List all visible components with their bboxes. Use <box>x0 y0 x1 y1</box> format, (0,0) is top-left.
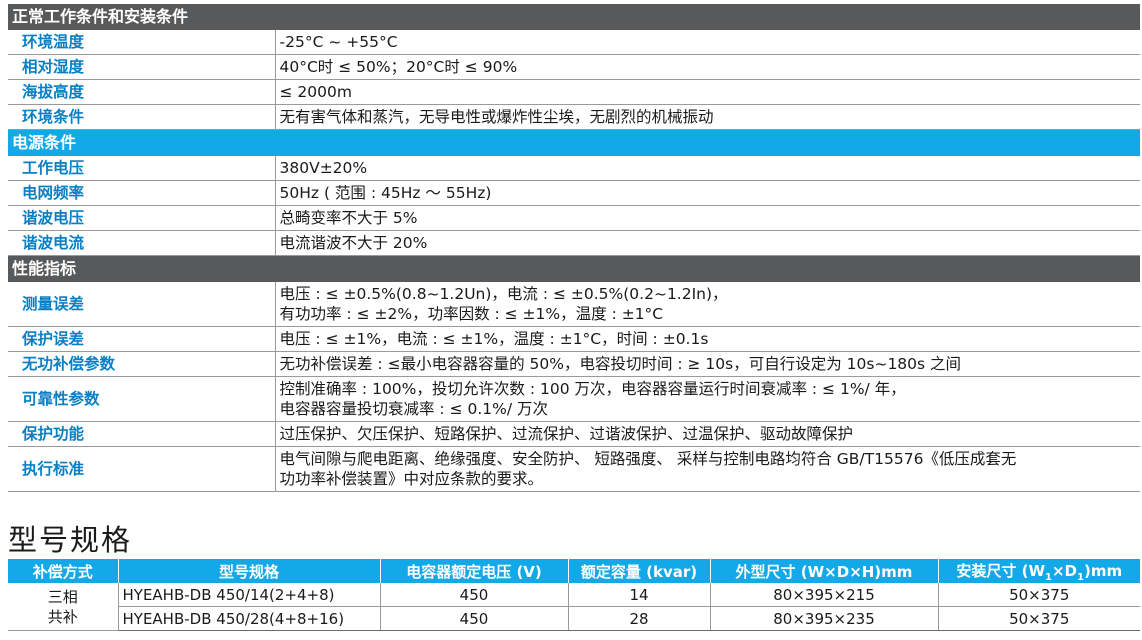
spec-value: -25°C ~ +55°C <box>275 30 1140 55</box>
spec-row: 相对湿度 40°C时 ≤ 50%；20°C时 ≤ 90% <box>8 54 1140 80</box>
section-title: 电源条件 <box>8 129 1140 156</box>
spec-row: 测量误差 电压 : ≤ ±0.5%(0.8~1.2Un)，电流 : ≤ ±0.5… <box>8 282 1140 327</box>
spec-value: 380V±20% <box>275 156 1140 181</box>
spec-value: 过压保护、欠压保护、短路保护、过流保护、过谐波保护、过温保护、驱动故障保护 <box>275 421 1140 447</box>
spec-value: 电气间隙与爬电距离、绝缘强度、安全防护、 短路强度、 采样与控制电路均符合 GB… <box>275 446 1140 492</box>
install-dimensions-cell: 50×375 <box>938 583 1140 607</box>
spec-value: 40°C时 ≤ 50%；20°C时 ≤ 90% <box>275 54 1140 80</box>
spec-label: 无功补偿参数 <box>8 351 276 377</box>
spec-value: ≤ 2000m <box>275 79 1140 105</box>
section-header-operating-conditions: 正常工作条件和安装条件 <box>8 4 1140 30</box>
spec-label: 执行标准 <box>8 446 276 492</box>
section-header-power-conditions: 电源条件 <box>8 129 1140 156</box>
spec-row: 环境条件 无有害气体和蒸汽，无导电性或爆炸性尘埃，无剧烈的机械振动 <box>8 104 1140 130</box>
spec-label: 谐波电压 <box>8 205 276 231</box>
header-rated-capacity: 额定容量 (kvar) <box>568 559 711 583</box>
spec-label: 保护功能 <box>8 421 276 447</box>
spec-label: 测量误差 <box>8 282 276 327</box>
model-cell: HYEAHB-DB 450/14(2+4+8) <box>118 583 381 607</box>
spec-value-line: 功功率补偿装置》中对应条款的要求。 <box>279 470 544 488</box>
voltage-cell: 450 <box>380 583 569 607</box>
outer-dimensions-cell: 80×395×235 <box>710 606 939 631</box>
header-model: 型号规格 <box>118 559 381 583</box>
spec-label: 电网频率 <box>8 180 276 206</box>
spec-value-line: 电容器容量投切衰减率 : ≤ 0.1%/ 万次 <box>279 400 549 418</box>
spec-row: 环境温度 -25°C ~ +55°C <box>8 30 1140 55</box>
model-spec-table: 补偿方式 型号规格 电容器额定电压 (V) 额定容量 (kvar) 外型尺寸 (… <box>8 559 1140 631</box>
outer-dimensions-cell: 80×395×215 <box>710 583 939 607</box>
spec-label: 谐波电流 <box>8 230 276 256</box>
table-row: 三相 共补 HYEAHB-DB 450/14(2+4+8) 450 14 80×… <box>8 583 1140 631</box>
spec-row: 无功补偿参数 无功补偿误差 : ≤最小电容器容量的 50%，电容投切时间 : ≥… <box>8 351 1140 377</box>
spec-label: 环境温度 <box>8 30 276 55</box>
spec-row: 电网频率 50Hz ( 范围 : 45Hz ～ 55Hz) <box>8 180 1140 206</box>
header-outer-dimensions: 外型尺寸 (W×D×H)mm <box>710 559 939 583</box>
spec-value-line: 电压 : ≤ ±0.5%(0.8~1.2Un)，电流 : ≤ ±0.5%(0.2… <box>279 285 728 303</box>
spec-value: 无功补偿误差 : ≤最小电容器容量的 50%，电容投切时间 : ≥ 10s，可自… <box>275 351 1140 377</box>
spec-value: 控制准确率 : 100%，投切允许次数 : 100 万次，电容器容量运行时间衰减… <box>275 376 1140 422</box>
model-spec-heading: 型号规格 <box>8 523 133 557</box>
spec-value: 总畸变率不大于 5% <box>275 205 1140 231</box>
compensation-mode-line: 三相 <box>47 587 78 606</box>
install-dimensions-cell: 50×375 <box>938 606 1140 631</box>
compensation-mode-line: 共补 <box>47 607 78 626</box>
spec-label: 保护误差 <box>8 326 276 352</box>
spec-row: 工作电压 380V±20% <box>8 156 1140 181</box>
section-header-performance: 性能指标 <box>8 255 1140 282</box>
spec-label: 相对湿度 <box>8 54 276 80</box>
header-install-part: ×D <box>1051 561 1078 580</box>
spec-value-line: 电气间隙与爬电距离、绝缘强度、安全防护、 短路强度、 采样与控制电路均符合 GB… <box>279 450 1017 468</box>
header-install-sub: 1 <box>1045 571 1052 583</box>
table-row: HYEAHB-DB 450/28(4+8+16) 450 28 80×395×2… <box>8 606 1140 631</box>
spec-value-line: 有功功率 : ≤ ±2%，功率因数 : ≤ ±1%，温度 : ±1°C <box>279 305 664 323</box>
spec-row: 谐波电流 电流谐波不大于 20% <box>8 230 1140 256</box>
spec-value: 无有害气体和蒸汽，无导电性或爆炸性尘埃，无剧烈的机械振动 <box>275 104 1140 130</box>
header-install-part: 安装尺寸 (W <box>956 561 1046 580</box>
header-rated-voltage: 电容器额定电压 (V) <box>380 559 569 583</box>
spec-label: 可靠性参数 <box>8 376 276 422</box>
section-title: 正常工作条件和安装条件 <box>8 4 1140 30</box>
spec-row: 保护功能 过压保护、欠压保护、短路保护、过流保护、过谐波保护、过温保护、驱动故障… <box>8 421 1140 447</box>
spec-value: 电压 : ≤ ±0.5%(0.8~1.2Un)，电流 : ≤ ±0.5%(0.2… <box>275 282 1140 327</box>
spec-value: 50Hz ( 范围 : 45Hz ～ 55Hz) <box>275 180 1140 206</box>
spec-value: 电流谐波不大于 20% <box>275 230 1140 256</box>
header-install-sub: 1 <box>1077 571 1084 583</box>
spec-value: 电压 : ≤ ±1%，电流 : ≤ ±1%，温度 : ±1°C，时间 : ±0.… <box>275 326 1140 352</box>
section-title: 性能指标 <box>8 255 1140 282</box>
spec-row: 可靠性参数 控制准确率 : 100%，投切允许次数 : 100 万次，电容器容量… <box>8 376 1140 422</box>
spec-label: 海拔高度 <box>8 79 276 105</box>
spec-row: 保护误差 电压 : ≤ ±1%，电流 : ≤ ±1%，温度 : ±1°C，时间 … <box>8 326 1140 352</box>
capacity-cell: 14 <box>568 583 711 607</box>
spec-row: 谐波电压 总畸变率不大于 5% <box>8 205 1140 231</box>
voltage-cell: 450 <box>380 606 569 631</box>
spec-table: 正常工作条件和安装条件 环境温度 -25°C ~ +55°C 相对湿度 40°C… <box>8 4 1140 492</box>
header-compensation-mode: 补偿方式 <box>8 559 119 583</box>
spec-row: 海拔高度 ≤ 2000m <box>8 79 1140 105</box>
compensation-mode-cell: 三相 共补 <box>8 583 119 631</box>
spec-row: 执行标准 电气间隙与爬电距离、绝缘强度、安全防护、 短路强度、 采样与控制电路均… <box>8 446 1140 492</box>
spec-label: 环境条件 <box>8 104 276 130</box>
spec-label: 工作电压 <box>8 156 276 181</box>
model-table-header-row: 补偿方式 型号规格 电容器额定电压 (V) 额定容量 (kvar) 外型尺寸 (… <box>8 559 1140 583</box>
model-cell: HYEAHB-DB 450/28(4+8+16) <box>118 606 381 631</box>
spec-value-line: 控制准确率 : 100%，投切允许次数 : 100 万次，电容器容量运行时间衰减… <box>279 380 906 398</box>
capacity-cell: 28 <box>568 606 711 631</box>
header-install-dimensions: 安装尺寸 (W1×D1)mm <box>938 559 1140 583</box>
header-install-part: )mm <box>1083 561 1123 580</box>
